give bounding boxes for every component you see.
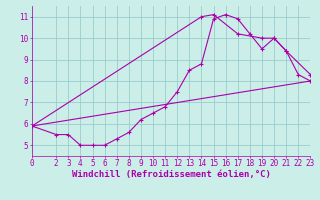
X-axis label: Windchill (Refroidissement éolien,°C): Windchill (Refroidissement éolien,°C) bbox=[72, 170, 271, 179]
